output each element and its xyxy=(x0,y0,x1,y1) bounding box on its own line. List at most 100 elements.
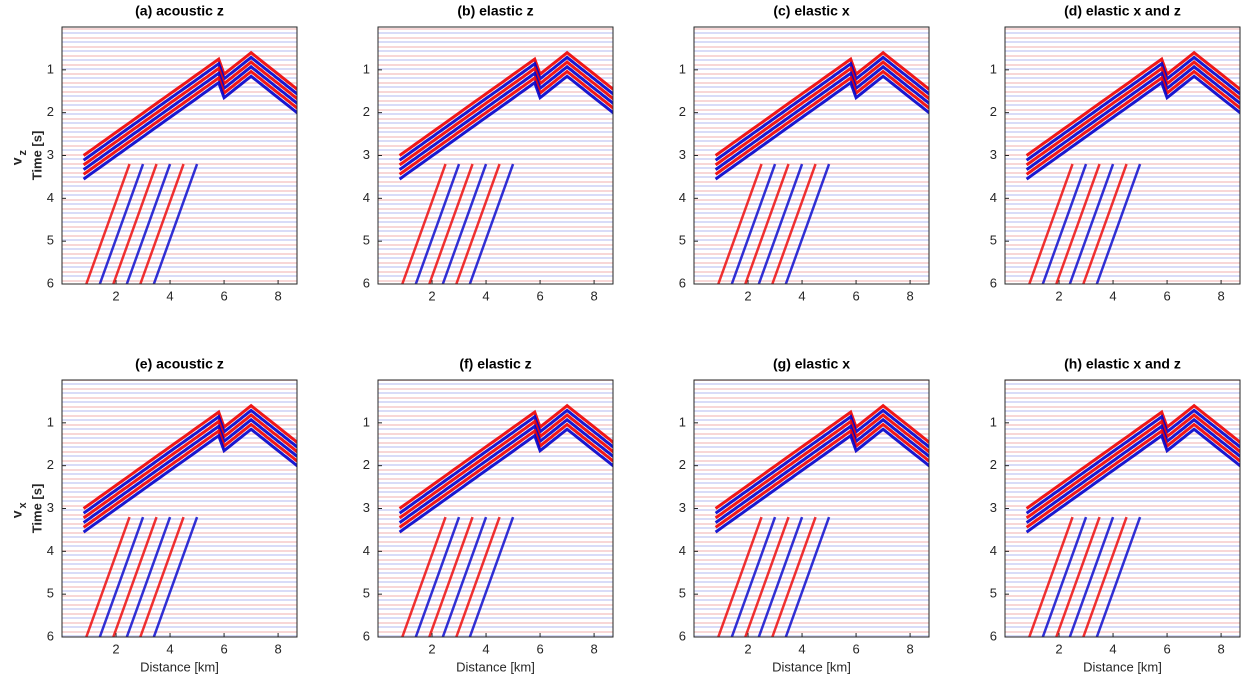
wave-event xyxy=(82,413,297,520)
wave-event xyxy=(1068,163,1115,284)
wave-event xyxy=(1025,403,1240,510)
y-tick-label: 5 xyxy=(990,586,997,601)
wave-event xyxy=(714,64,929,171)
wave-event xyxy=(717,163,763,284)
wave-event xyxy=(398,427,613,534)
x-tick-label: 6 xyxy=(852,641,859,656)
wave-event xyxy=(98,516,145,637)
wave-event xyxy=(1028,516,1074,637)
x-tick-label: 4 xyxy=(482,288,489,303)
wave-event xyxy=(771,163,817,284)
x-tick-label: 2 xyxy=(1055,288,1062,303)
y-tick-label: 5 xyxy=(47,233,54,248)
seismic-image xyxy=(62,27,297,284)
y-tick-label: 5 xyxy=(990,233,997,248)
y-tick-label: 4 xyxy=(679,543,686,558)
x-tick-label: 8 xyxy=(906,288,913,303)
wave-event xyxy=(784,163,831,284)
x-tick-label: 4 xyxy=(798,641,805,656)
x-tick-label: 2 xyxy=(112,641,119,656)
wave-event xyxy=(398,69,613,176)
panel: (c) elastic x 2 4 6 8 1 2 3 4 5 6 xyxy=(679,3,930,303)
x-tick-label: 8 xyxy=(274,641,281,656)
y-tick-label: 1 xyxy=(47,414,54,429)
panel-title: (c) elastic x xyxy=(773,3,849,19)
wave-event xyxy=(125,163,172,284)
y-tick-label: 5 xyxy=(363,586,370,601)
y-tick-label: 3 xyxy=(990,147,997,162)
wave-event xyxy=(1095,163,1142,284)
x-tick-label: 2 xyxy=(744,641,751,656)
x-tick-label: 8 xyxy=(274,288,281,303)
x-tick-label: 6 xyxy=(1163,641,1170,656)
x-tick-label: 4 xyxy=(166,288,173,303)
wave-event xyxy=(398,422,613,529)
seismic-image xyxy=(694,380,929,637)
panel: (b) elastic z 2 4 6 8 1 2 3 4 5 6 xyxy=(363,3,614,303)
wave-event xyxy=(757,516,804,637)
wave-event xyxy=(85,516,131,637)
wave-event xyxy=(82,417,297,524)
y-tick-label: 6 xyxy=(363,275,370,290)
wave-event xyxy=(1025,64,1240,171)
wave-event xyxy=(398,403,613,510)
y-tick-label: 3 xyxy=(363,500,370,515)
panel-title: (d) elastic x and z xyxy=(1064,3,1181,19)
wave-event xyxy=(82,69,297,176)
wave-event xyxy=(85,163,131,284)
panel-title: (h) elastic x and z xyxy=(1064,356,1181,372)
x-tick-label: 8 xyxy=(1217,288,1224,303)
wave-event xyxy=(455,163,501,284)
x-tick-label: 4 xyxy=(482,641,489,656)
wave-event xyxy=(82,403,297,510)
row-label: vx xyxy=(9,502,29,519)
wave-event xyxy=(1041,163,1088,284)
x-tick-label: 4 xyxy=(1109,641,1116,656)
wave-event xyxy=(714,403,929,510)
y-tick-label: 3 xyxy=(363,147,370,162)
wave-event xyxy=(744,163,790,284)
x-tick-label: 4 xyxy=(166,641,173,656)
wave-event xyxy=(428,163,474,284)
y-tick-label: 1 xyxy=(363,414,370,429)
row-label: vz xyxy=(9,150,29,166)
x-axis-label: Distance [km] xyxy=(1083,659,1162,674)
y-tick-label: 2 xyxy=(363,104,370,119)
seismic-image xyxy=(1005,380,1240,637)
x-tick-label: 2 xyxy=(428,288,435,303)
y-tick-label: 4 xyxy=(363,190,370,205)
wave-event xyxy=(1068,516,1115,637)
wave-event xyxy=(1082,163,1128,284)
seismic-image xyxy=(694,27,929,284)
wave-event xyxy=(714,60,929,167)
y-tick-label: 1 xyxy=(363,61,370,76)
y-tick-label: 3 xyxy=(679,147,686,162)
y-tick-label: 5 xyxy=(363,233,370,248)
wave-event xyxy=(401,163,447,284)
y-tick-label: 2 xyxy=(990,457,997,472)
x-tick-label: 2 xyxy=(112,288,119,303)
wave-event xyxy=(468,516,515,637)
wave-event xyxy=(468,163,515,284)
wave-event xyxy=(1025,422,1240,529)
wave-event xyxy=(139,163,185,284)
y-axis-label: Time [s] xyxy=(29,484,44,534)
row-label-text: v xyxy=(9,510,25,518)
wave-event xyxy=(112,516,158,637)
wave-event xyxy=(714,408,929,515)
wave-event xyxy=(1028,163,1074,284)
wave-event xyxy=(441,516,488,637)
y-tick-label: 4 xyxy=(990,190,997,205)
wave-event xyxy=(714,74,929,181)
wave-event xyxy=(82,74,297,181)
wave-event xyxy=(1025,408,1240,515)
x-tick-label: 2 xyxy=(1055,641,1062,656)
x-tick-label: 8 xyxy=(590,288,597,303)
wave-event xyxy=(82,427,297,534)
y-tick-label: 1 xyxy=(679,61,686,76)
seismic-image xyxy=(378,380,613,637)
x-tick-label: 6 xyxy=(1163,288,1170,303)
wave-event xyxy=(1025,417,1240,524)
